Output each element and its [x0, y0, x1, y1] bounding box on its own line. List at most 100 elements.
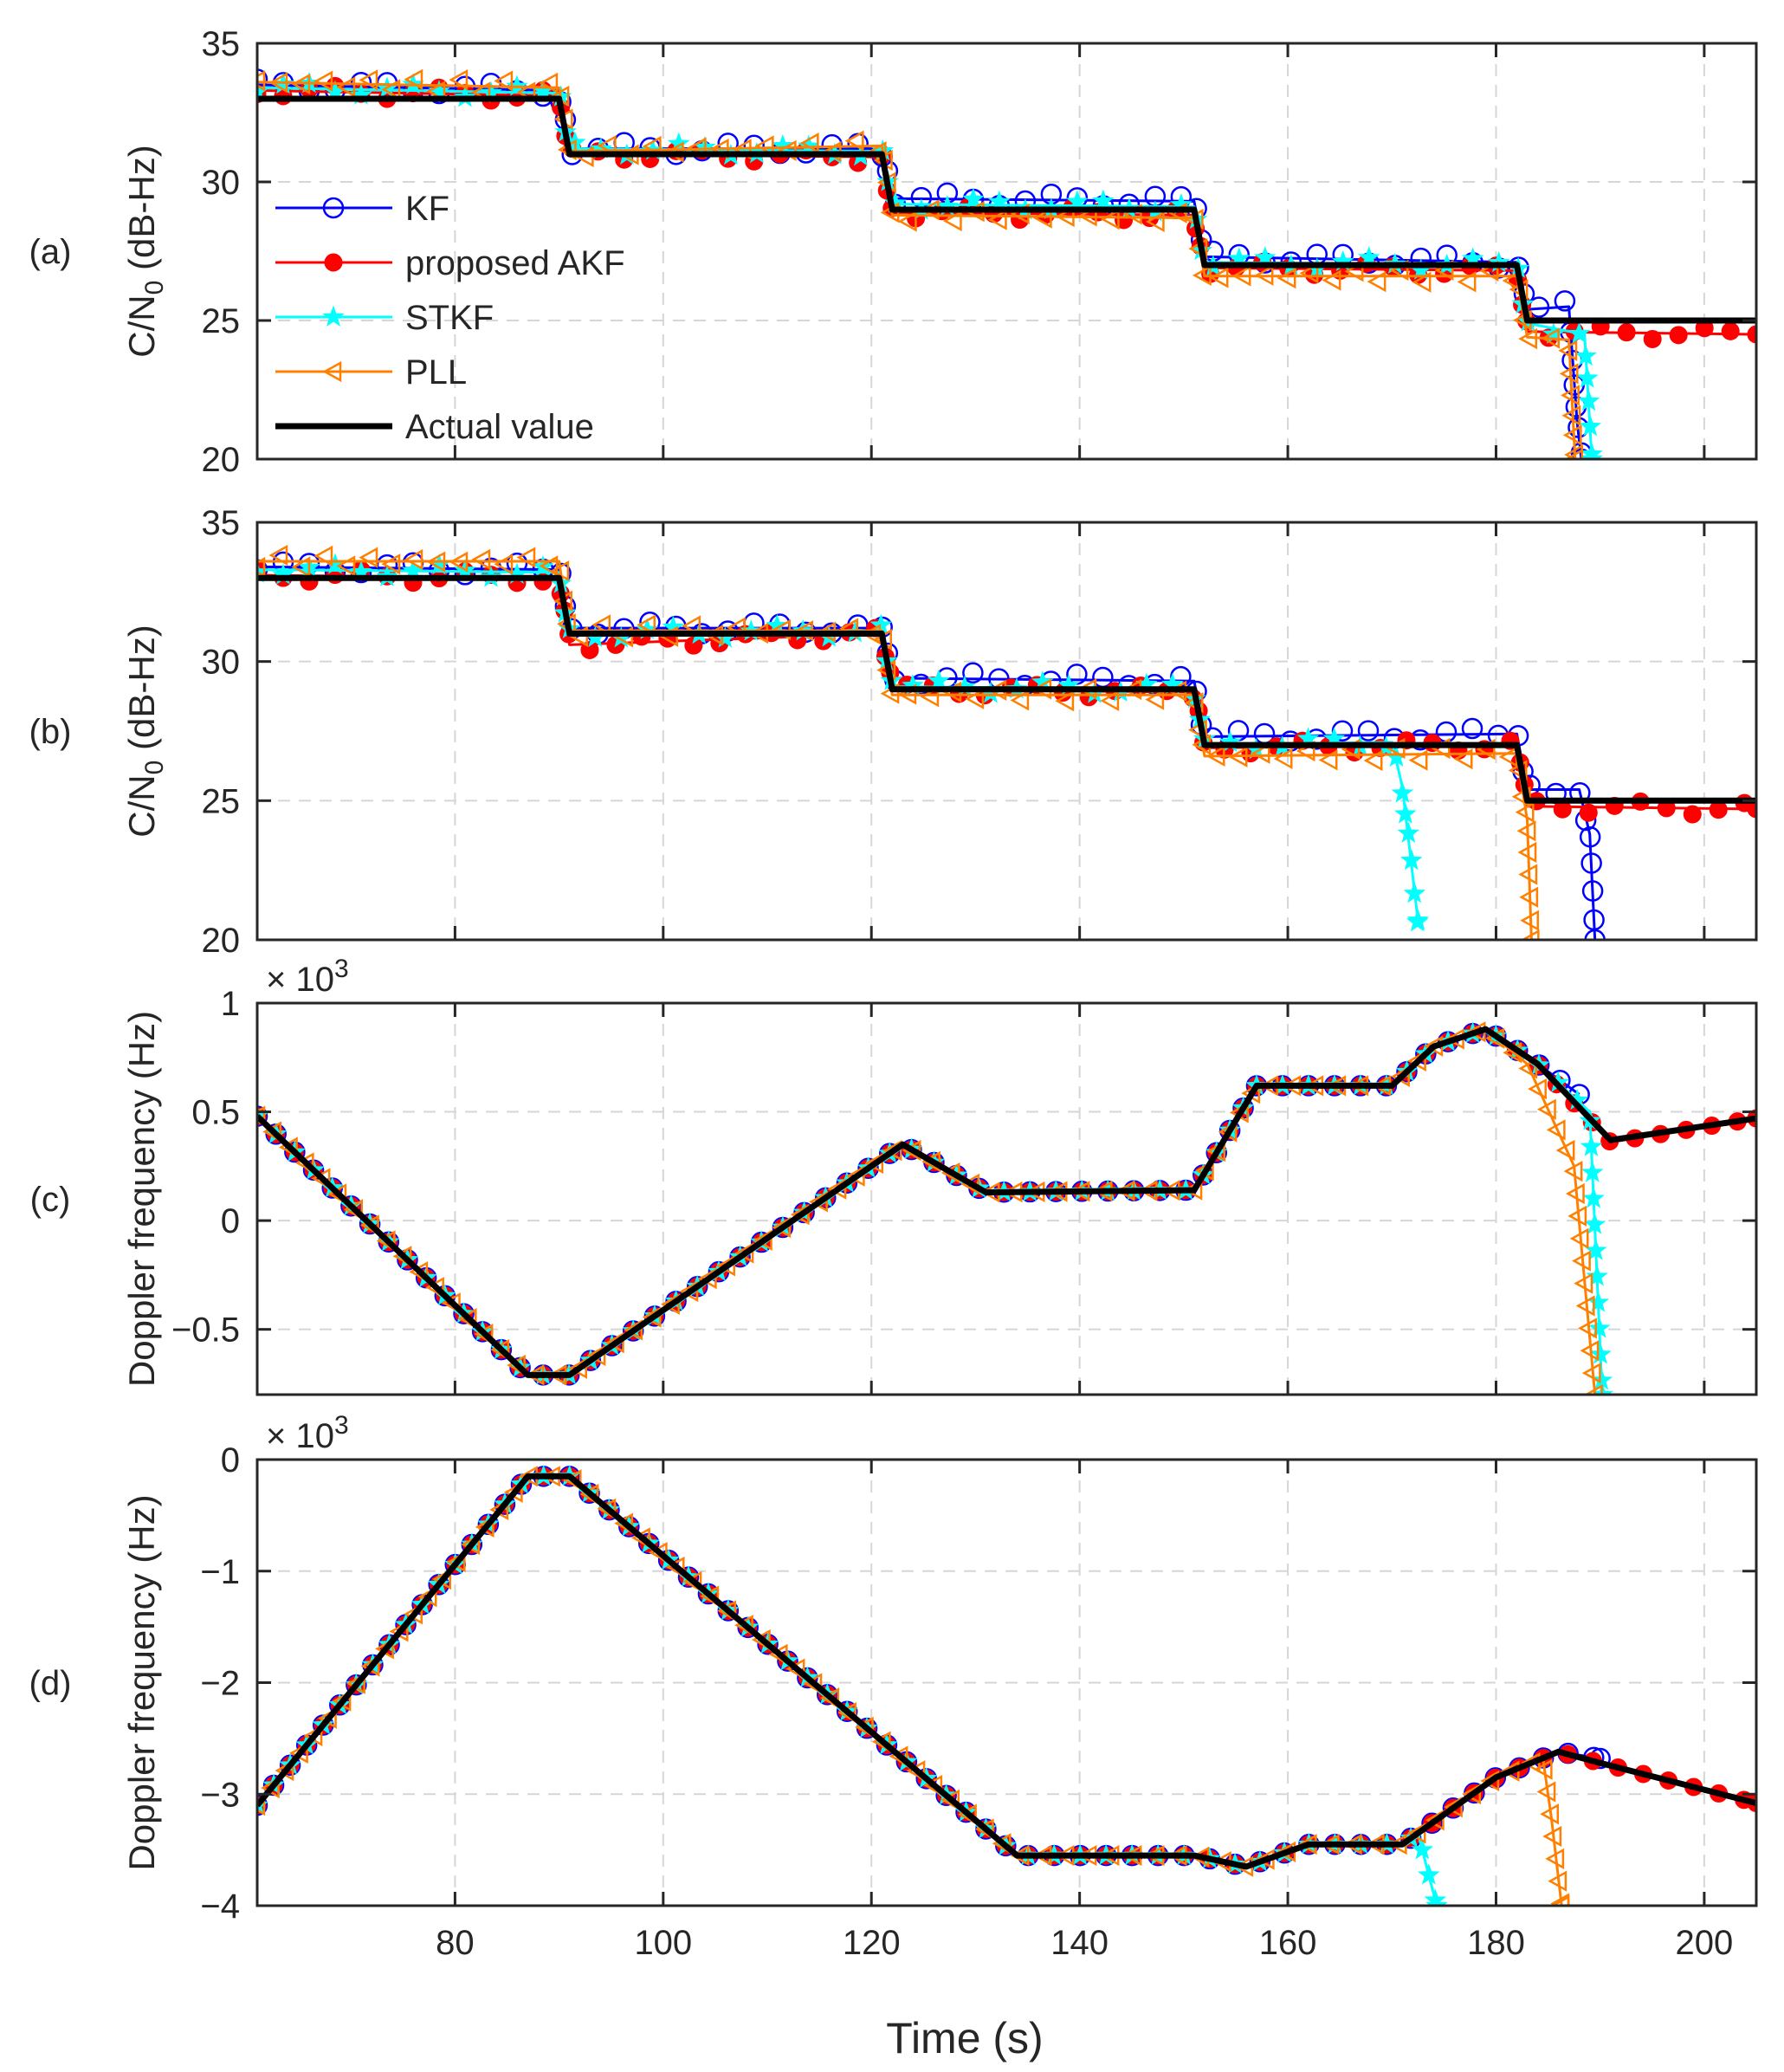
- marker-pll: [1318, 749, 1338, 771]
- marker-pll: [1546, 1119, 1566, 1141]
- marker-pll: [539, 555, 559, 577]
- marker-pll: [359, 69, 378, 91]
- marker-kf: [1554, 290, 1576, 312]
- marker-pll: [754, 135, 774, 157]
- marker-pll: [539, 72, 559, 94]
- marker-stkf: [1587, 1317, 1611, 1338]
- marker-pll: [772, 1216, 792, 1239]
- y-tick-label: 35: [202, 504, 241, 542]
- marker-pll: [809, 1191, 828, 1213]
- marker-akf: [1721, 321, 1740, 340]
- marker-pll: [1520, 929, 1540, 940]
- marker-stkf: [1418, 1863, 1440, 1885]
- y-tick-label: 20: [202, 441, 241, 479]
- marker-kf: [1584, 929, 1606, 940]
- marker-pll: [1516, 820, 1536, 842]
- y-tick-label: 35: [202, 25, 241, 63]
- axes-frame: [255, 521, 1758, 942]
- marker-pll: [1511, 786, 1531, 807]
- marker-pll: [336, 555, 356, 577]
- marker-akf: [1617, 323, 1636, 342]
- marker-akf: [1579, 803, 1598, 822]
- legend-entry-actual: Actual value: [275, 408, 594, 446]
- marker-pll: [1228, 746, 1248, 768]
- marker-stkf: [1403, 882, 1426, 903]
- legend-marker-stkf: [322, 305, 345, 327]
- legend-entry-pll: PLL: [275, 353, 467, 392]
- marker-kf: [1579, 826, 1601, 848]
- marker-pll: [1408, 749, 1428, 771]
- marker-pll: [494, 70, 514, 92]
- plot-series: [257, 1464, 1756, 1906]
- y-tick-label: 1: [221, 985, 240, 1023]
- y-tick-label: 30: [202, 644, 241, 682]
- marker-stkf: [962, 187, 985, 209]
- marker-stkf: [668, 132, 690, 153]
- marker-stkf: [1581, 1161, 1604, 1182]
- marker-akf: [684, 636, 703, 655]
- panel-label: (c): [30, 1181, 71, 1219]
- marker-stkf: [1425, 1894, 1448, 1906]
- marker-pll: [449, 551, 469, 573]
- y-tick-label: 0: [221, 1202, 240, 1240]
- marker-pll: [1254, 264, 1274, 286]
- marker-pll: [381, 79, 401, 100]
- marker-akf: [1747, 800, 1756, 819]
- marker-pll: [1561, 405, 1581, 426]
- marker-pll: [1251, 742, 1270, 764]
- marker-pll: [1273, 748, 1293, 770]
- marker-stkf: [988, 190, 1011, 212]
- panel-1: 20 25 30 35 C/N0 (dB-Hz) (a) KF proposed AKF STK…: [29, 25, 1758, 479]
- marker-pll: [799, 133, 819, 154]
- marker-pll: [920, 686, 940, 708]
- marker-pll: [1055, 690, 1075, 712]
- marker-pll: [902, 1139, 921, 1162]
- marker-kf: [1461, 717, 1483, 740]
- x-axis-title: Time (s): [886, 2014, 1043, 2062]
- marker-pll: [291, 556, 311, 578]
- x-tick-label: 160: [1259, 1924, 1317, 1962]
- marker-pll: [960, 1173, 980, 1195]
- marker-pll: [494, 554, 514, 575]
- marker-pll: [716, 1255, 736, 1277]
- marker-pll: [1528, 1078, 1547, 1100]
- marker-pll: [313, 545, 333, 567]
- legend-marker-kf: [322, 197, 345, 219]
- marker-pll: [1518, 327, 1538, 350]
- marker-pll: [734, 1242, 754, 1264]
- exponent-label: × 103: [266, 1411, 349, 1455]
- y-axis-title: Doppler frequency (Hz): [121, 1011, 162, 1387]
- x-tick-label: 140: [1050, 1924, 1109, 1962]
- marker-kf: [1442, 1797, 1464, 1819]
- marker-pll: [1540, 1803, 1560, 1825]
- marker-stkf: [1406, 909, 1430, 930]
- x-tick-label: 200: [1676, 1924, 1734, 1962]
- marker-pll: [257, 70, 266, 92]
- y-tick-label: 30: [202, 164, 241, 202]
- marker-stkf: [1567, 321, 1591, 344]
- y-tick-label: 0.5: [191, 1094, 240, 1132]
- marker-pll: [1363, 749, 1383, 772]
- marker-pll: [1559, 363, 1579, 385]
- x-tick-label: 180: [1467, 1924, 1525, 1962]
- series-line-actual: [257, 574, 1756, 804]
- exponent-label: × 103: [266, 955, 349, 999]
- marker-stkf: [1583, 1213, 1606, 1234]
- marker-pll: [381, 554, 401, 575]
- marker-pll: [940, 1162, 960, 1184]
- marker-pll: [268, 544, 288, 567]
- marker-pll: [1517, 841, 1537, 864]
- marker-pll: [1574, 1272, 1593, 1294]
- plot-area: [257, 43, 1756, 459]
- plot-series: [257, 544, 1756, 940]
- marker-pll: [586, 1344, 606, 1367]
- marker-pll: [1518, 1058, 1538, 1079]
- marker-pll: [336, 76, 356, 98]
- marker-kf: [1580, 852, 1602, 874]
- plot-series: [257, 68, 1756, 459]
- y-tick-label: 25: [202, 782, 241, 820]
- y-axis-title: C/N0 (dB-Hz): [121, 625, 169, 837]
- series-line-actual: [257, 1473, 1756, 1870]
- marker-kf: [257, 1794, 268, 1816]
